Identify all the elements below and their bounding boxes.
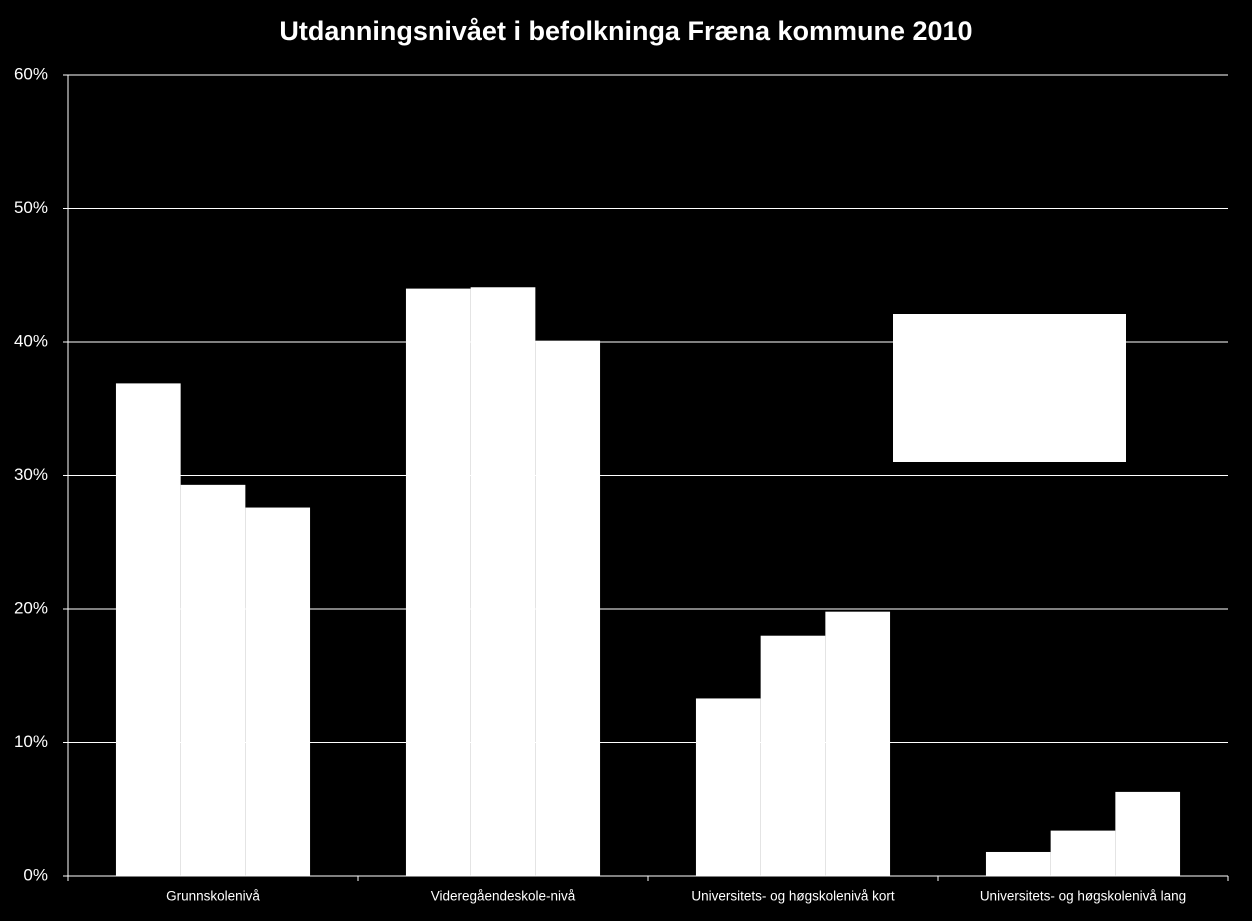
bar — [245, 507, 311, 876]
bar — [470, 287, 536, 876]
x-tick-label: Universitets- og høgskolenivå kort — [691, 889, 895, 904]
y-tick-label: 60% — [14, 64, 48, 83]
x-tick-label: Grunnskolenivå — [166, 889, 260, 904]
bar — [825, 611, 891, 876]
y-tick-label: 20% — [14, 598, 48, 617]
bar — [760, 635, 826, 876]
bar — [115, 383, 181, 876]
bar — [1050, 830, 1116, 876]
bar — [1115, 791, 1181, 876]
legend-box — [893, 314, 1126, 462]
x-tick-label: Videregåendeskole-nivå — [431, 889, 576, 904]
bar — [180, 484, 246, 876]
bar — [535, 340, 601, 876]
bar — [405, 288, 471, 877]
y-tick-label: 30% — [14, 465, 48, 484]
y-tick-label: 10% — [14, 732, 48, 751]
chart-title: Utdanningsnivået i befolkninga Fræna kom… — [279, 16, 972, 46]
y-tick-label: 50% — [14, 198, 48, 217]
bar — [985, 851, 1051, 876]
y-tick-label: 40% — [14, 331, 48, 350]
x-tick-label: Universitets- og høgskolenivå lang — [980, 889, 1186, 904]
bar — [695, 698, 761, 876]
y-tick-label: 0% — [23, 865, 48, 884]
